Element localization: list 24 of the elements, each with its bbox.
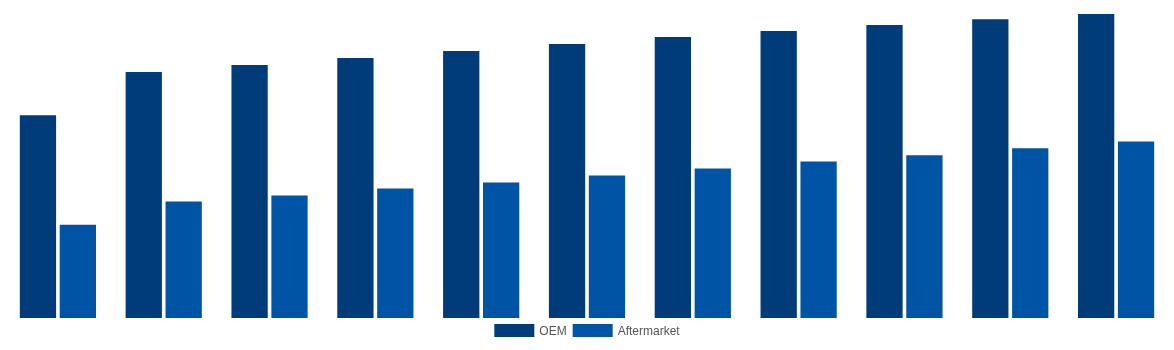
bar (19, 115, 57, 318)
bar (588, 175, 626, 318)
bar (59, 224, 96, 318)
bar (231, 65, 268, 318)
bar (654, 37, 691, 318)
bar (1117, 141, 1155, 318)
bar (271, 195, 308, 318)
bar (125, 72, 162, 318)
bar (760, 31, 797, 318)
bar (1078, 14, 1115, 318)
bar (972, 19, 1009, 318)
bar (337, 58, 374, 318)
bar (548, 44, 586, 318)
bar (800, 161, 837, 318)
bar (866, 24, 903, 318)
bar (443, 51, 480, 318)
bar (694, 168, 731, 318)
bar (483, 182, 520, 318)
bar (1012, 148, 1049, 318)
bar (165, 201, 202, 318)
bar (377, 188, 414, 318)
legend-label: Aftermarket (617, 323, 681, 338)
legend-label: OEM (539, 323, 567, 338)
bar (906, 155, 943, 318)
